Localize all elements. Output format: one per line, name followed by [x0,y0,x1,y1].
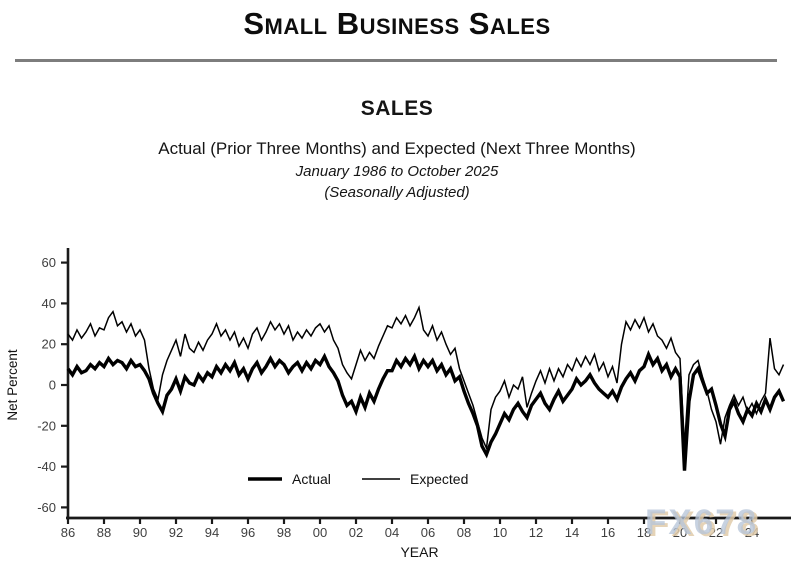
x-axis-tick-label: 12 [529,525,543,540]
chart-subtitle: Actual (Prior Three Months) and Expected… [158,139,636,158]
x-axis-tick-label: 86 [61,525,75,540]
x-axis-tick-label: 90 [133,525,147,540]
x-axis-tick-label: 24 [745,525,759,540]
x-axis-tick-label: 16 [601,525,615,540]
y-axis-tick-label: -60 [37,500,56,515]
x-axis-tick-label: 96 [241,525,255,540]
x-axis-tick-label: 94 [205,525,219,540]
sales-chart: -60 -40 -20 0 20 40 60 86 88 90 92 94 96 98 00 02 04 06 08… [0,241,794,571]
x-axis-tick-label: 92 [169,525,183,540]
y-axis-tick-label: 60 [42,255,56,270]
x-axis-tick-label: 98 [277,525,291,540]
actual-series-line [66,349,786,471]
y-axis-tick-label: 20 [42,337,56,352]
x-axis-tick-label: 18 [637,525,651,540]
y-axis-tick-label: -40 [37,459,56,474]
chart-title: SALES [360,97,434,120]
x-axis-tick-label: 04 [385,525,399,540]
x-axis-tick-label: 22 [709,525,723,540]
x-axis-tick-label: 20 [673,525,687,540]
legend-label-expected: Expected [410,471,468,487]
x-axis-tick-label: 06 [421,525,435,540]
chart-date-range: January 1986 to October 2025 [295,163,499,180]
sales-chart-svg: -60 -40 -20 0 20 40 60 86 88 90 92 94 96 98 00 02 04 06 08… [5,248,791,560]
legend-label-actual: Actual [292,471,331,487]
expected-series-line [67,305,785,452]
x-axis-tick-label: 88 [97,525,111,540]
x-axis-tick-label: 00 [313,525,327,540]
page-title: Small Business Sales [243,6,551,41]
y-axis-tick-label: 0 [49,378,56,393]
x-axis-tick-label: 10 [493,525,507,540]
x-axis-title: YEAR [400,544,438,560]
x-axis-tick-label: 02 [349,525,363,540]
y-axis-tick-label: 40 [42,296,56,311]
x-axis-tick-label: 14 [565,525,579,540]
chart-seasonal-note: (Seasonally Adjusted) [324,184,470,201]
x-axis-tick-label: 08 [457,525,471,540]
header-divider [15,59,777,62]
y-axis-title: Net Percent [5,349,20,421]
y-axis-tick-label: -20 [37,418,56,433]
